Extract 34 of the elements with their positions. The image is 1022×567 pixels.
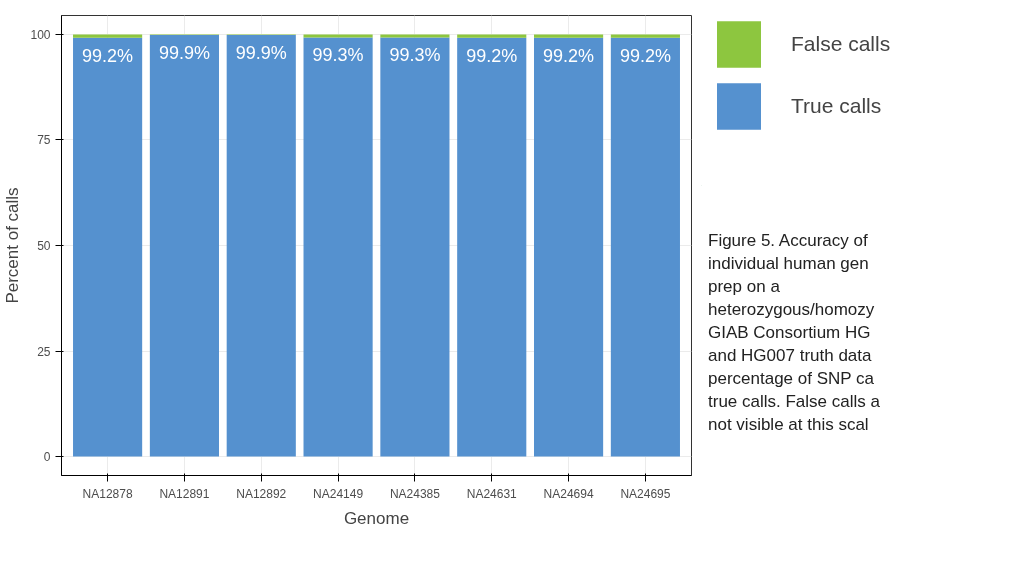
text: heterozygous/homozy: [708, 299, 875, 319]
text: individual human gen: [708, 253, 869, 273]
x-tick-label: NA24385: [389, 486, 441, 501]
data-label: 99.9%: [158, 42, 210, 63]
text: prep on a: [708, 276, 780, 296]
x-tick-label: NA24149: [313, 486, 364, 501]
x-tick-label: NA12891: [159, 486, 210, 501]
data-label: 99.3%: [312, 45, 364, 66]
data-label: 99.2%: [82, 45, 134, 66]
data-label: 99.2%: [543, 45, 595, 66]
x-tick-label: NA12892: [236, 486, 287, 501]
y-tick-label: 50: [37, 239, 51, 253]
text: percentage of SNP ca: [708, 368, 875, 388]
legend-label: False calls: [791, 32, 891, 56]
caption: Figure 5. Accuracy of: [708, 231, 868, 250]
text: not visible at this scal: [708, 414, 869, 434]
x-tick-label: NA24694: [543, 486, 594, 501]
x-tick-label: NA24695: [620, 486, 671, 501]
data-label: 99.2%: [466, 45, 518, 66]
y-tick-label: 100: [30, 27, 51, 42]
y-axis-title: Percent of calls: [3, 187, 23, 304]
y-tick-label: 25: [37, 344, 51, 359]
y-tick-label: 75: [37, 133, 51, 148]
x-axis-title: Genome: [343, 508, 410, 528]
legend-label: True calls: [791, 94, 882, 118]
x-tick-label: NA12878: [82, 486, 133, 501]
data-label: 99.9%: [235, 42, 287, 63]
data-label: 99.3%: [389, 45, 441, 66]
text: and HG007 truth data: [708, 345, 872, 365]
data-label: 99.2%: [619, 45, 671, 66]
y-tick-label: 0: [43, 450, 51, 465]
text: true calls. False calls a: [708, 391, 880, 411]
x-tick-label: NA24631: [466, 486, 518, 501]
text: GIAB Consortium HG: [708, 322, 871, 342]
